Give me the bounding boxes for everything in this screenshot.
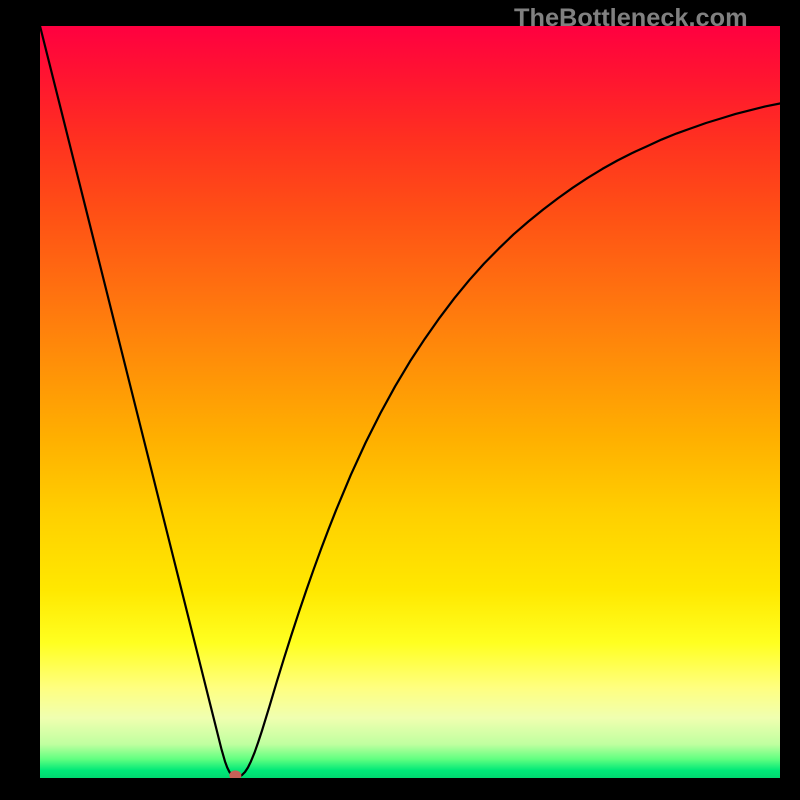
plot-area [40, 26, 780, 778]
bottleneck-curve [40, 26, 780, 777]
watermark-text: TheBottleneck.com [514, 4, 748, 33]
curve-layer [40, 26, 780, 778]
optimal-point-marker [229, 770, 241, 778]
figure-container: { "figure": { "width_px": 800, "height_p… [0, 0, 800, 800]
